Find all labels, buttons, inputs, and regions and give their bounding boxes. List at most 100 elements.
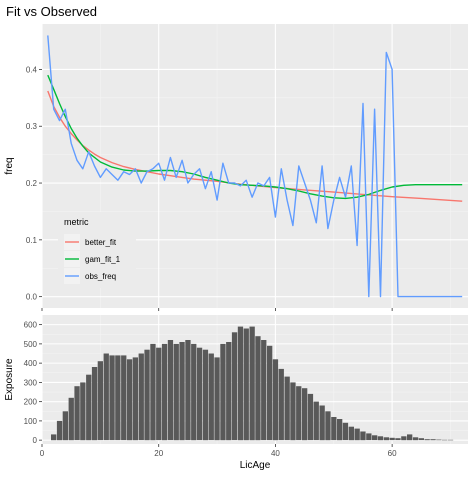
exposure-bar bbox=[325, 411, 331, 441]
exposure-bar bbox=[296, 386, 302, 441]
x-tick-label: 60 bbox=[388, 449, 397, 458]
exposure-bar bbox=[243, 328, 249, 441]
exposure-bar bbox=[337, 419, 343, 441]
x-tick-label: 40 bbox=[271, 449, 280, 458]
exposure-bar bbox=[412, 437, 419, 441]
exposure-bar bbox=[179, 342, 185, 441]
y-tick-label: 0.4 bbox=[26, 65, 38, 74]
exposure-bar bbox=[103, 353, 109, 441]
exposure-bar bbox=[62, 411, 68, 441]
exposure-bar bbox=[342, 422, 349, 441]
exposure-bar bbox=[267, 345, 273, 441]
exposure-bar bbox=[307, 393, 314, 441]
exposure-bar bbox=[442, 439, 448, 441]
exposure-bar bbox=[377, 436, 384, 441]
exposure-bar bbox=[383, 437, 389, 441]
exposure-bar bbox=[109, 355, 115, 441]
y-tick-label: 200 bbox=[24, 398, 38, 407]
exposure-bar bbox=[144, 349, 150, 441]
exposure-bar bbox=[80, 382, 86, 441]
exposure-bar bbox=[150, 343, 156, 441]
exposure-bar bbox=[360, 431, 366, 441]
exposure-bar bbox=[167, 340, 174, 441]
exposure-bar bbox=[261, 340, 267, 441]
exposure-bar bbox=[226, 342, 232, 441]
top-gridlines bbox=[41, 24, 468, 308]
exposure-bar bbox=[173, 343, 179, 441]
series-line-better-fit bbox=[47, 90, 463, 202]
exposure-bar bbox=[255, 336, 261, 441]
exposure-bars bbox=[51, 326, 454, 441]
top-y-axis: 0.0 0.1 0.2 0.3 0.4 bbox=[26, 65, 393, 311]
y-tick-label: 0 bbox=[33, 436, 38, 445]
bottom-y-axis-title: Exposure bbox=[4, 358, 15, 401]
series-line-gam-fit-1 bbox=[47, 74, 463, 200]
y-tick-label: 600 bbox=[24, 321, 38, 330]
exposure-bar bbox=[74, 386, 80, 441]
exposure-bar bbox=[68, 397, 74, 441]
y-tick-label: 300 bbox=[24, 378, 38, 387]
exposure-bar bbox=[185, 340, 191, 441]
exposure-bar bbox=[366, 433, 372, 441]
exposure-bar bbox=[56, 420, 63, 441]
y-tick-label: 0.0 bbox=[26, 293, 38, 302]
exposure-bar bbox=[237, 326, 244, 441]
exposure-bar bbox=[290, 382, 296, 441]
x-tick-label: 0 bbox=[40, 449, 45, 458]
exposure-bar bbox=[331, 417, 337, 441]
exposure-bar bbox=[272, 359, 279, 441]
y-tick-label: 500 bbox=[24, 340, 38, 349]
top-y-axis-title: freq bbox=[4, 157, 15, 174]
exposure-bar bbox=[191, 343, 197, 441]
y-tick-label: 100 bbox=[24, 417, 38, 426]
exposure-bar bbox=[319, 405, 325, 441]
exposure-bar bbox=[418, 438, 424, 441]
x-tick-label: 20 bbox=[154, 449, 163, 458]
x-axis-title: LicAge bbox=[240, 460, 271, 471]
exposure-bar bbox=[278, 368, 284, 441]
y-tick-label: 400 bbox=[24, 359, 38, 368]
legend-label-gam-fit-1: gam_fit_1 bbox=[85, 255, 121, 264]
exposure-bar bbox=[302, 388, 308, 441]
exposure-bar bbox=[372, 435, 378, 441]
legend-label-obs-freq: obs_freq bbox=[85, 272, 116, 281]
exposure-bar bbox=[86, 374, 92, 441]
legend: metric better_fit gam_fit_1 obs_freq bbox=[58, 212, 136, 288]
exposure-bar bbox=[202, 349, 209, 441]
exposure-bar bbox=[430, 439, 436, 441]
y-tick-label: 0.2 bbox=[26, 179, 38, 188]
exposure-bar bbox=[424, 439, 430, 441]
exposure-bar bbox=[407, 434, 413, 441]
exposure-bar bbox=[284, 376, 290, 441]
legend-label-better-fit: better_fit bbox=[85, 238, 117, 247]
exposure-bar bbox=[196, 347, 203, 441]
exposure-bar bbox=[156, 347, 162, 441]
exposure-bar bbox=[132, 357, 138, 441]
exposure-bar bbox=[354, 428, 360, 441]
exposure-bar bbox=[389, 437, 395, 441]
exposure-bar bbox=[395, 438, 401, 441]
legend-title: metric bbox=[64, 217, 89, 227]
exposure-bar bbox=[231, 332, 238, 441]
exposure-bar bbox=[313, 401, 319, 441]
chart-title: Fit vs Observed bbox=[6, 4, 97, 19]
bottom-y-axis: 0 100 200 300 400 500 600 bbox=[24, 321, 42, 445]
exposure-bar bbox=[401, 436, 407, 441]
exposure-bar bbox=[91, 367, 98, 441]
y-tick-label: 0.1 bbox=[26, 236, 38, 245]
exposure-bar bbox=[220, 343, 226, 441]
bottom-plot-panel bbox=[41, 315, 468, 444]
exposure-bar bbox=[214, 357, 220, 441]
exposure-bar bbox=[97, 361, 103, 441]
top-series-lines bbox=[47, 35, 463, 298]
exposure-bar bbox=[115, 355, 121, 441]
exposure-bar bbox=[348, 426, 354, 441]
exposure-bar bbox=[51, 434, 57, 441]
exposure-bar bbox=[447, 439, 454, 441]
exposure-bar bbox=[436, 439, 442, 441]
exposure-bar bbox=[121, 355, 127, 441]
bottom-x-axis: 0 20 40 60 bbox=[40, 444, 397, 458]
exposure-bar bbox=[208, 353, 214, 441]
